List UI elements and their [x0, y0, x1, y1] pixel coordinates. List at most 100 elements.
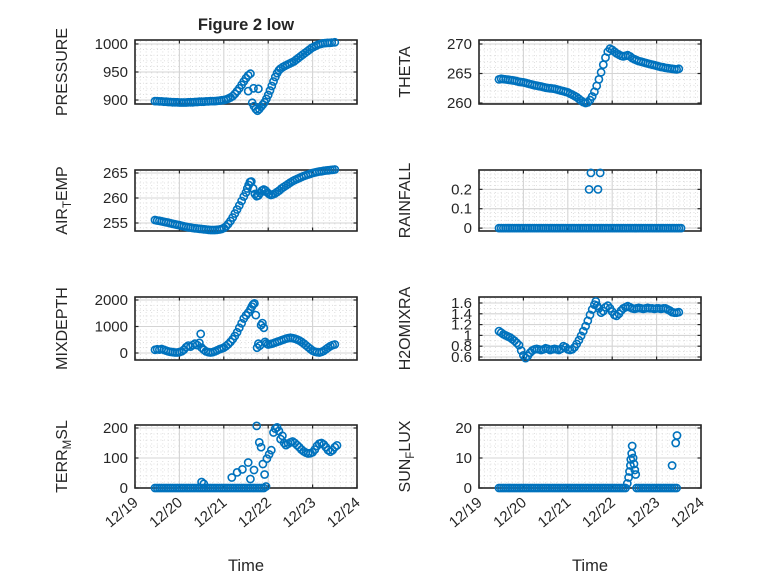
- plot-area: [479, 170, 701, 231]
- marker: [330, 165, 340, 174]
- marker: [512, 338, 522, 348]
- marker: [672, 431, 682, 440]
- minor-grid: [480, 171, 700, 230]
- marker: [265, 86, 275, 95]
- y-axis-label-h2omixra: H2OMIXRA: [397, 286, 414, 370]
- marker: [192, 340, 202, 350]
- marker: [263, 90, 273, 100]
- marker: [227, 473, 237, 482]
- marker: [243, 458, 253, 467]
- marker: [196, 329, 206, 339]
- marker: [574, 335, 584, 345]
- marker: [676, 223, 686, 233]
- marker: [621, 483, 630, 493]
- marker: [232, 327, 242, 337]
- marker: [516, 346, 526, 355]
- x-tick-labels: 12/19 12/20 12/21 12/22 12/23 12/24: [446, 494, 708, 531]
- marker: [279, 438, 289, 448]
- marker: [251, 104, 261, 114]
- x-axis-label-left: Time: [228, 557, 264, 575]
- y-tick-label: 260: [447, 95, 472, 112]
- marker: [228, 91, 238, 101]
- marker: [576, 331, 586, 341]
- marker: [674, 307, 684, 317]
- marker: [234, 323, 244, 333]
- marker: [262, 454, 272, 463]
- y-tick-label: 260: [103, 190, 128, 207]
- y-axis-label-sun-flux: SUNFLUX: [397, 420, 417, 492]
- x-tick-label: 12/24: [668, 494, 708, 531]
- x-tick-label: 12/21: [191, 494, 231, 531]
- marker: [521, 353, 530, 363]
- y-tick-label: 255: [103, 215, 128, 232]
- marker: [254, 437, 264, 447]
- marker: [627, 441, 637, 451]
- y-tick-label: 265: [447, 66, 472, 83]
- marker: [622, 479, 632, 488]
- marker: [596, 67, 606, 77]
- marker: [237, 464, 247, 474]
- data-points: [494, 431, 682, 493]
- x-tick-label: 12/19: [446, 494, 486, 531]
- subplot-h2omixra: 0.60.811.21.41.6 H2OMIXRA: [397, 286, 702, 370]
- marker: [629, 459, 639, 469]
- subplot-air-temp: 255 260 265 AIRTEMP: [54, 165, 358, 235]
- marker: [584, 184, 594, 194]
- x-tick-label: 12/19: [102, 494, 142, 531]
- x-tick-labels: 12/19 12/20 12/21 12/22 12/23 12/24: [102, 494, 364, 531]
- plot-area: [135, 425, 357, 488]
- data-points: [150, 37, 340, 116]
- y-tick-labels: 260 265 270: [447, 36, 472, 112]
- tick-marks: [478, 170, 702, 231]
- y-tick-label: 1: [464, 327, 472, 344]
- marker: [248, 184, 258, 193]
- plot-area: [479, 425, 701, 488]
- y-tick-label: 100: [103, 450, 128, 467]
- tick-marks: [478, 40, 702, 104]
- tick-marks: [134, 297, 358, 360]
- y-tick-labels: 0 1000 2000: [95, 292, 128, 362]
- major-grid: [479, 425, 701, 488]
- y-tick-labels: 900 950 1000: [95, 36, 128, 109]
- y-tick-label: 950: [103, 64, 128, 81]
- y-tick-label: 900: [103, 92, 128, 109]
- marker: [587, 92, 597, 101]
- subplot-mixdepth: 0 1000 2000 MIXDEPTH: [54, 287, 358, 370]
- y-tick-labels: 0 100 200: [103, 420, 128, 497]
- x-tick-label: 12/23: [279, 494, 319, 531]
- axes-box: [478, 424, 702, 489]
- marker: [252, 421, 262, 431]
- y-tick-label: 1000: [95, 319, 128, 336]
- marker: [260, 470, 269, 479]
- data-points: [150, 298, 340, 357]
- marker: [249, 83, 258, 93]
- marker: [514, 340, 524, 350]
- tick-marks: [134, 40, 358, 104]
- axes-box: [134, 169, 358, 232]
- x-tick-label: 12/20: [146, 494, 186, 531]
- marker: [269, 77, 278, 86]
- y-tick-label: 0: [464, 480, 472, 497]
- y-axis-label-terr-msl: TERRMSL: [54, 420, 74, 493]
- marker: [591, 296, 601, 306]
- marker: [595, 168, 605, 178]
- plot-area: [135, 170, 357, 231]
- subplot-rainfall: 0 0.1 0.2 RAINFALL: [397, 163, 702, 238]
- data-points: [150, 421, 342, 493]
- tick-marks: [478, 297, 702, 360]
- marker: [237, 196, 246, 206]
- marker: [199, 479, 209, 489]
- marker: [581, 321, 590, 331]
- marker: [237, 318, 246, 328]
- tick-marks: [134, 425, 358, 489]
- axes-box: [478, 296, 702, 361]
- y-tick-labels: 0.60.811.21.41.6: [451, 295, 472, 366]
- y-tick-label: 2000: [95, 292, 128, 309]
- x-tick-label: 12/22: [579, 494, 619, 531]
- marker: [267, 81, 277, 91]
- y-tick-label: 0.1: [451, 201, 472, 218]
- y-axis-label-theta: THETA: [397, 46, 414, 98]
- subplot-terr-msl: 0 100 200 12/19 12/20 12/21 12/22 12/23 12/24 TER…: [54, 420, 364, 531]
